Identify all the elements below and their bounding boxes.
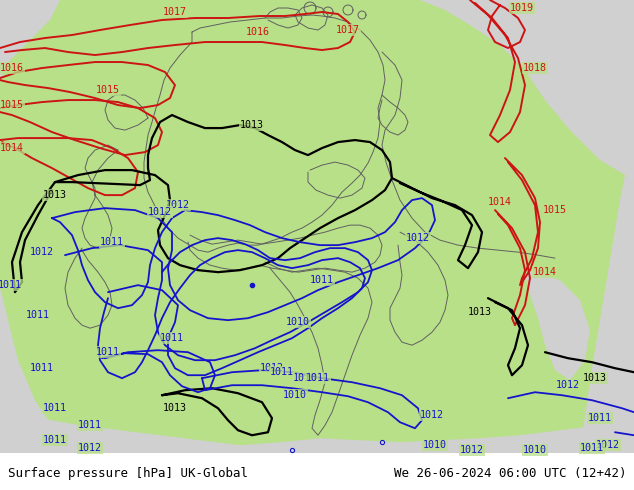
Text: 1019: 1019 — [510, 3, 534, 13]
Polygon shape — [420, 0, 634, 180]
Text: 1013: 1013 — [468, 307, 492, 317]
Text: 1013: 1013 — [240, 120, 264, 130]
Text: 1011: 1011 — [588, 413, 612, 423]
Text: 1018: 1018 — [523, 63, 547, 73]
Text: 1014: 1014 — [488, 197, 512, 207]
Text: 1012: 1012 — [460, 445, 484, 455]
Polygon shape — [0, 280, 70, 453]
Text: 1011: 1011 — [26, 310, 50, 320]
Text: We 26-06-2024 06:00 UTC (12+42): We 26-06-2024 06:00 UTC (12+42) — [394, 467, 626, 480]
Text: 1011: 1011 — [306, 373, 330, 383]
Text: 1014: 1014 — [533, 267, 557, 277]
Text: 1013: 1013 — [163, 403, 187, 413]
Text: 1017: 1017 — [163, 7, 187, 17]
Text: 1011: 1011 — [96, 347, 120, 357]
Text: 1011: 1011 — [0, 280, 22, 290]
Text: 1011: 1011 — [100, 237, 124, 247]
Text: 1015: 1015 — [96, 85, 120, 95]
Text: 1011: 1011 — [580, 443, 604, 453]
Text: 1010: 1010 — [423, 440, 447, 450]
Text: 1013: 1013 — [583, 373, 607, 383]
Text: 1011: 1011 — [43, 403, 67, 413]
Text: 1015: 1015 — [543, 205, 567, 215]
Text: 1013: 1013 — [43, 190, 67, 200]
Text: 1012: 1012 — [148, 207, 172, 217]
Text: 1011: 1011 — [160, 333, 184, 343]
Text: 1012: 1012 — [166, 200, 190, 210]
Text: 1011: 1011 — [310, 275, 334, 285]
Text: 1016: 1016 — [246, 27, 270, 37]
Text: 1014: 1014 — [0, 143, 24, 153]
Text: 1015: 1015 — [0, 100, 24, 110]
Text: 1011: 1011 — [43, 435, 67, 445]
Text: 1011: 1011 — [270, 367, 294, 377]
Text: 1012: 1012 — [30, 247, 54, 257]
Polygon shape — [580, 100, 634, 453]
Text: 1011: 1011 — [78, 420, 102, 430]
Text: Surface pressure [hPa] UK-Global: Surface pressure [hPa] UK-Global — [8, 467, 248, 480]
Text: 1017: 1017 — [336, 25, 360, 35]
Polygon shape — [0, 0, 634, 453]
Text: 1016: 1016 — [0, 63, 24, 73]
Text: 1012: 1012 — [406, 233, 430, 243]
Text: 1012: 1012 — [78, 443, 102, 453]
Text: 1011: 1011 — [30, 363, 54, 373]
Text: 1010: 1010 — [286, 317, 310, 327]
Polygon shape — [0, 410, 634, 453]
Text: 1012: 1012 — [420, 410, 444, 420]
Text: 1010: 1010 — [523, 445, 547, 455]
Polygon shape — [0, 0, 60, 80]
Text: 1012: 1012 — [260, 363, 284, 373]
Polygon shape — [525, 270, 590, 380]
Text: 1010: 1010 — [293, 373, 317, 383]
Text: 1012: 1012 — [556, 380, 580, 390]
Text: 1010: 1010 — [283, 390, 307, 400]
Text: 1012: 1012 — [596, 440, 620, 450]
